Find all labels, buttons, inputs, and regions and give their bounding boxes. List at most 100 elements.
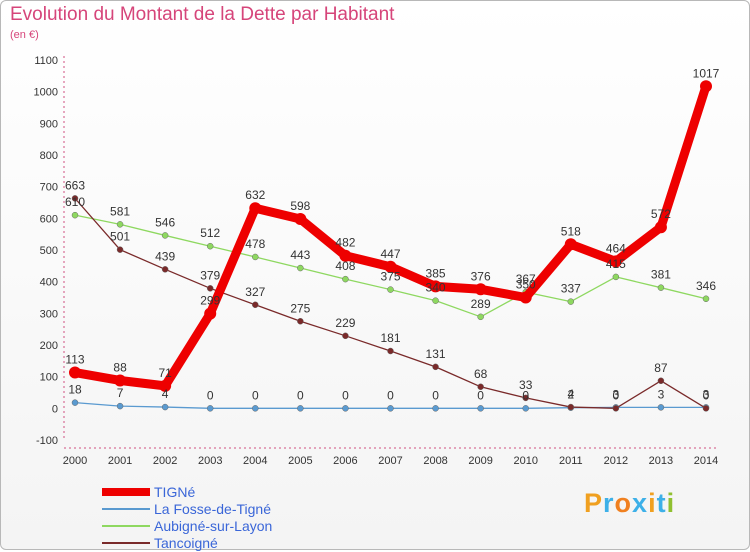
legend-swatch [102, 508, 150, 510]
data-point [474, 283, 487, 296]
data-label: 0 [207, 388, 214, 402]
logo-letter: P [584, 488, 604, 518]
data-label: 0 [613, 388, 620, 402]
logo-letter: t [656, 488, 667, 518]
data-point [114, 374, 127, 387]
data-label: 3 [703, 387, 710, 401]
data-label: 598 [290, 199, 310, 213]
data-label: 340 [426, 281, 446, 295]
data-label: 0 [522, 388, 529, 402]
data-label: 408 [335, 259, 355, 273]
data-label: 385 [426, 266, 446, 280]
data-point [249, 202, 262, 215]
data-point [429, 280, 442, 293]
chart-title: Evolution du Montant de la Dette par Hab… [10, 4, 395, 25]
data-label: 0 [477, 388, 484, 402]
data-label: 1017 [693, 66, 720, 80]
data-label: 181 [380, 331, 400, 345]
x-tick-label: 2006 [333, 455, 357, 467]
data-point [159, 379, 172, 392]
logo-letter: x [632, 488, 649, 518]
data-point [342, 275, 349, 283]
data-point [252, 301, 259, 309]
data-label: 367 [516, 272, 536, 286]
data-point [206, 242, 214, 250]
legend-swatch [102, 525, 150, 527]
x-tick-label: 2001 [108, 455, 132, 467]
y-tick-label: 800 [40, 150, 58, 162]
data-point [252, 405, 259, 412]
x-tick-label: 2003 [198, 455, 222, 467]
data-label: 0 [432, 388, 439, 402]
data-point [700, 80, 712, 93]
data-point [519, 291, 532, 304]
data-point [297, 264, 304, 272]
logo-letter: o [614, 488, 633, 518]
data-point [702, 295, 710, 303]
legend-swatch [102, 488, 150, 496]
data-label: 518 [561, 224, 581, 238]
data-point [161, 266, 169, 273]
data-point [71, 195, 79, 202]
legend-swatch [102, 542, 150, 544]
data-point [567, 403, 575, 411]
data-point [342, 405, 349, 412]
data-label: 88 [113, 360, 127, 374]
y-tick-label: 600 [40, 213, 58, 225]
data-point [477, 405, 484, 412]
data-point [657, 377, 665, 385]
data-point [657, 404, 665, 411]
x-tick-label: 2002 [153, 455, 177, 467]
y-tick-label: 1000 [34, 87, 58, 99]
data-label: 546 [155, 215, 175, 229]
chart-subtitle: (en €) [10, 29, 39, 41]
logo-letter: r [603, 488, 615, 518]
data-label: 501 [110, 230, 130, 244]
x-tick-label: 2014 [694, 455, 718, 467]
data-label: 415 [606, 257, 626, 271]
y-tick-label: 900 [40, 118, 58, 130]
data-label: 0 [342, 388, 349, 402]
data-label: 0 [387, 388, 394, 402]
data-point [387, 347, 394, 355]
data-label: 610 [65, 195, 85, 209]
data-label: 350 [516, 278, 536, 292]
data-label: 376 [471, 269, 491, 283]
data-label: 0 [252, 388, 259, 402]
data-point [71, 211, 79, 219]
data-label: 464 [606, 241, 626, 255]
data-label: 381 [651, 268, 671, 282]
x-tick-label: 2013 [649, 455, 673, 467]
data-point [477, 313, 484, 321]
data-point [477, 383, 484, 391]
y-tick-label: 100 [40, 372, 58, 384]
line-chart: -100010020030040050060070080090010001100… [34, 55, 720, 467]
data-point [342, 332, 349, 340]
data-point [161, 232, 169, 239]
data-point [206, 285, 214, 292]
data-label: 4 [567, 387, 574, 401]
data-point [339, 249, 352, 262]
data-label: 7 [117, 386, 124, 400]
data-point [116, 246, 124, 253]
data-label: 299 [200, 294, 220, 308]
data-point [612, 405, 620, 412]
data-label: 379 [200, 268, 220, 282]
data-label: 632 [245, 188, 265, 202]
data-label: 482 [335, 236, 355, 250]
data-label: 3 [613, 387, 620, 401]
data-label: 3 [658, 387, 665, 401]
y-tick-label: 200 [40, 340, 58, 352]
data-point [116, 221, 124, 228]
data-label: 0 [703, 388, 710, 402]
data-point [116, 402, 124, 410]
y-tick-label: 500 [40, 245, 58, 257]
data-point [522, 405, 529, 412]
data-label: 478 [245, 237, 265, 251]
proxiti-logo: Proxiti [584, 488, 675, 519]
x-tick-label: 2012 [604, 455, 628, 467]
data-label: 572 [651, 207, 671, 221]
data-label: 33 [519, 378, 533, 392]
data-label: 447 [380, 247, 400, 261]
data-point [252, 253, 259, 261]
